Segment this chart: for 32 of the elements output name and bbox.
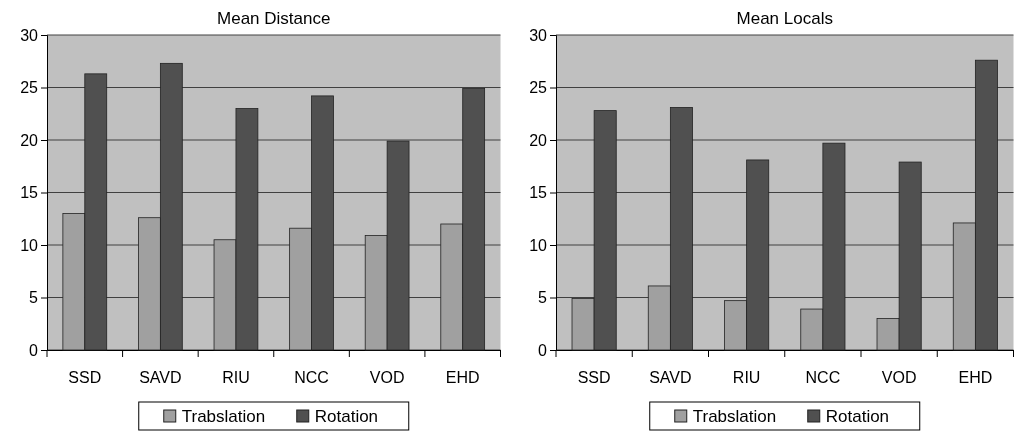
chart-title: Mean Locals — [736, 9, 833, 28]
x-tick-label: RIU — [732, 369, 760, 387]
x-tick-label: EHD — [957, 369, 992, 387]
legend-label: Rotation — [825, 407, 889, 426]
x-tick-label: NCC — [294, 369, 329, 387]
y-tick-label: 10 — [20, 236, 39, 254]
x-tick-label: NCC — [805, 369, 840, 387]
y-tick-label: 30 — [528, 26, 547, 44]
x-tick-label: RIU — [222, 369, 250, 387]
x-tick-label: VOD — [369, 369, 405, 387]
y-tick-label: 0 — [537, 341, 547, 359]
legend-label: Rotation — [314, 407, 379, 426]
chart-title: Mean Distance — [217, 9, 331, 28]
x-tick-label: SAVD — [139, 369, 182, 387]
x-tick-label: SAVD — [648, 369, 692, 387]
y-tick-label: 0 — [29, 341, 39, 359]
y-tick-label: 15 — [528, 184, 547, 202]
y-tick-label: 5 — [537, 289, 547, 307]
x-tick-label: VOD — [881, 369, 916, 387]
x-tick-label: EHD — [445, 369, 480, 387]
y-tick-label: 30 — [20, 26, 39, 44]
y-tick-label: 20 — [528, 131, 547, 149]
y-tick-label: 5 — [29, 289, 39, 307]
y-tick-label: 10 — [528, 236, 547, 254]
y-tick-label: 20 — [20, 131, 39, 149]
x-tick-label: SSD — [68, 369, 102, 387]
x-tick-label: SSD — [577, 369, 611, 387]
y-tick-label: 25 — [20, 79, 39, 97]
legend-label: Trabslation — [692, 407, 776, 426]
legend-label: Trabslation — [181, 407, 266, 426]
y-tick-label: 15 — [20, 184, 39, 202]
y-tick-label: 25 — [528, 79, 547, 97]
